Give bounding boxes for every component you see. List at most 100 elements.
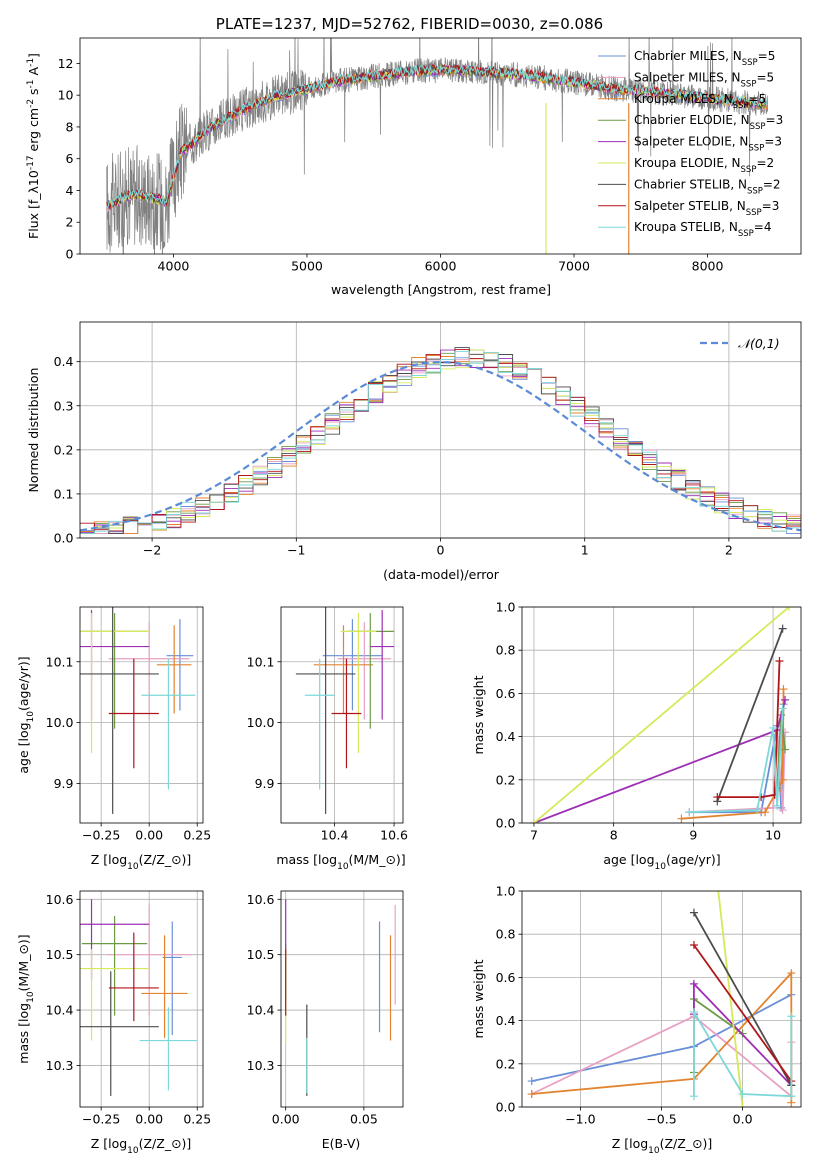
y-tick-label: 0.2 [496, 1056, 516, 1071]
weight-marker [677, 814, 686, 823]
weight-line-salpeter-elodie [533, 699, 786, 823]
mass_vs_Z-frame [79, 890, 204, 1108]
y-tick-label: 0.8 [496, 643, 516, 658]
legend-entry: Salpeter MILES, NSSP=5 [634, 70, 774, 89]
weight_vs_Z-plot [527, 891, 796, 1107]
model-spectrum-chabrier-stelib [106, 63, 768, 208]
spectrum-plot [106, 38, 768, 254]
age_vs_mass-frame [280, 606, 404, 824]
x-tick-label: 0.00 [135, 828, 163, 843]
weight-marker [778, 806, 787, 815]
y-tick-label: 0.2 [54, 442, 74, 457]
weight-marker [685, 808, 694, 817]
x-tick-label: 4000 [158, 259, 190, 274]
x-tick-label: −1.0 [565, 1112, 595, 1127]
mass_vs_Z-axes: −0.25 0.00 0.25 10.3 10.4 10.5 10.6 [46, 890, 211, 1127]
weight-line-kroupa-elodie [717, 891, 744, 1107]
legend-entry: Chabrier STELIB, NSSP=2 [634, 177, 781, 196]
y-tick-label: 10.6 [247, 892, 275, 907]
x-tick-label: −0.25 [82, 1112, 120, 1127]
legend-entry: 𝒩(0,1) [738, 336, 780, 351]
weight-marker [527, 1077, 536, 1086]
age_vs_Z-xlabel: Z [log10(Z/Z_⊙)] [91, 852, 192, 872]
y-tick-label: 0.8 [496, 927, 516, 942]
y-tick-label: 10.1 [46, 654, 74, 669]
legend-entry: Kroupa STELIB, NSSP=4 [634, 220, 772, 239]
x-tick-label: 0.0 [733, 1112, 753, 1127]
y-tick-label: 1.0 [496, 600, 516, 615]
weight-marker [738, 1103, 747, 1107]
normal-curve [80, 360, 801, 532]
x-tick-label: −0.5 [646, 1112, 676, 1127]
model-spectrum-kroupa-stelib [106, 62, 768, 211]
x-tick-label: 8 [610, 828, 618, 843]
x-tick-label: 0.25 [183, 1112, 211, 1127]
legend-entry: Kroupa MILES, NSSP=5 [634, 92, 766, 111]
y-tick-label: 10.0 [46, 715, 74, 730]
x-tick-label: 7 [530, 828, 538, 843]
x-tick-label: 0.05 [350, 1112, 378, 1127]
y-tick-label: 12 [58, 56, 74, 71]
mass_vs_Z-plot [80, 899, 198, 1096]
histogram-xlabel: (data-model)/error [383, 567, 500, 582]
age_vs_Z-ylabel: age [log10(age/yr)] [16, 656, 36, 773]
x-tick-label: 2 [725, 543, 733, 558]
x-tick-label: 10.4 [321, 828, 349, 843]
weight-marker [777, 803, 786, 812]
x-tick-label: 0.25 [183, 828, 211, 843]
x-tick-label: 10 [765, 828, 781, 843]
x-tick-label: 8000 [692, 259, 724, 274]
spectrum-axes: 4000 5000 6000 7000 8000 0 2 4 6 8 10 12 [58, 37, 802, 274]
weight-marker [787, 1012, 796, 1021]
age_vs_Z-axes: −0.25 0.00 0.25 9.9 10.0 10.1 [46, 606, 211, 843]
y-tick-label: 10.1 [247, 654, 275, 669]
histogram-kroupa-stelib [80, 351, 801, 535]
spectrum-xlabel: wavelength [Angstrom, rest frame] [331, 282, 551, 297]
weight-marker [757, 793, 766, 802]
mass_vs_ebv-axes: 0.00 0.05 10.3 10.4 10.5 10.6 [247, 890, 404, 1127]
mass_vs_ebv-xlabel: E(B-V) [322, 1136, 361, 1151]
weight-marker [689, 908, 698, 917]
y-tick-label: 10.3 [247, 1058, 275, 1073]
age_vs_Z-plot [80, 607, 196, 814]
y-tick-label: 0.0 [496, 1100, 516, 1115]
x-tick-label: 0 [437, 543, 445, 558]
weight-marker [713, 793, 722, 802]
weight-marker [781, 745, 790, 754]
mass_vs_Z-xlabel: Z [log10(Z/Z_⊙)] [91, 1136, 192, 1156]
weight_vs_age-plot [529, 607, 794, 823]
y-tick-label: 6 [66, 151, 74, 166]
weight_vs_age-ylabel: mass weight [471, 675, 486, 754]
weight-marker [738, 1090, 747, 1099]
weight-marker [769, 723, 778, 732]
y-tick-label: 0.6 [496, 686, 516, 701]
age_vs_mass-plot [295, 607, 395, 814]
weight-marker [773, 801, 782, 810]
weight-marker [778, 624, 787, 633]
y-tick-label: 10.6 [46, 892, 74, 907]
weight-marker [689, 1092, 698, 1101]
age_vs_mass-axes: 10.4 10.6 9.9 10.0 10.1 [247, 606, 408, 843]
y-tick-label: 4 [66, 183, 74, 198]
x-tick-label: −2 [143, 543, 161, 558]
weight_vs_Z-axes: −1.0 −0.5 0.0 0.0 0.2 0.4 0.6 0.8 1.0 [496, 884, 802, 1127]
weight_vs_age-frame [521, 606, 802, 824]
y-tick-label: 0.0 [54, 531, 74, 546]
x-tick-label: 7000 [558, 259, 590, 274]
legend-entry: Salpeter STELIB, NSSP=3 [634, 199, 779, 218]
weight-marker [787, 1092, 796, 1101]
mass_vs_ebv-frame [280, 890, 404, 1108]
weight_vs_Z-xlabel: Z [log10(Z/Z_⊙)] [612, 1136, 713, 1156]
y-tick-label: 0.6 [496, 970, 516, 985]
y-tick-label: 2 [66, 215, 74, 230]
weight-marker [529, 819, 538, 823]
x-tick-label: 1 [581, 543, 589, 558]
x-tick-label: 5000 [291, 259, 323, 274]
age_vs_Z-frame [79, 606, 204, 824]
weight-marker [689, 979, 698, 988]
age_vs_mass-xlabel: mass [log10(M/M_⊙)] [276, 852, 405, 872]
x-tick-label: 9 [689, 828, 697, 843]
weight-marker [753, 806, 762, 815]
weight-marker [689, 1007, 698, 1016]
